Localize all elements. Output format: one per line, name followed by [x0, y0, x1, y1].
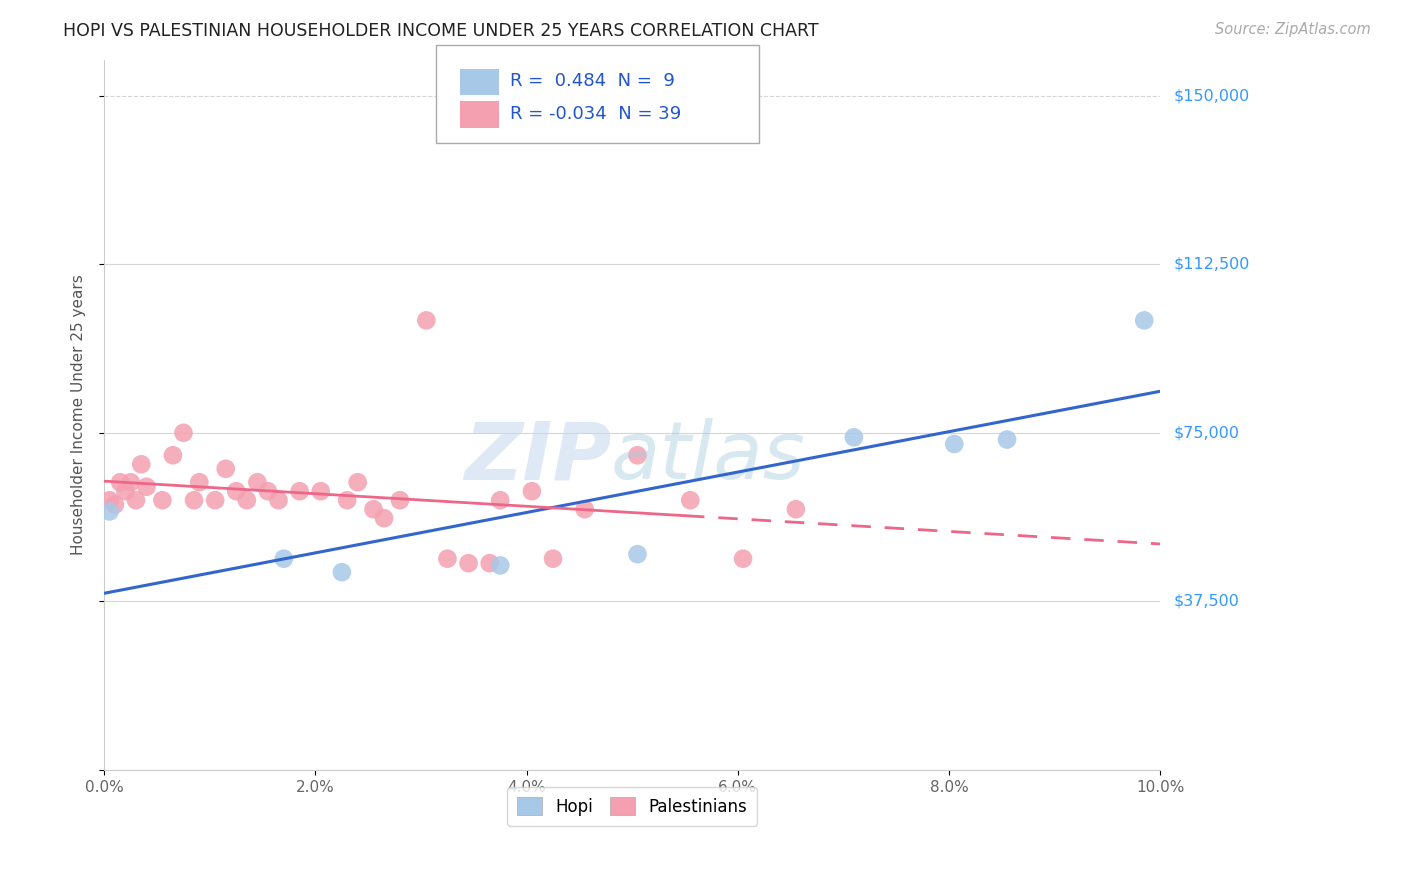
Point	[626, 547, 648, 561]
Point	[679, 493, 702, 508]
Point	[129, 457, 152, 471]
Legend: Hopi, Palestinians: Hopi, Palestinians	[508, 788, 758, 826]
Text: $112,500: $112,500	[1174, 257, 1250, 272]
Text: R = -0.034  N = 39: R = -0.034 N = 39	[510, 105, 682, 123]
Point	[415, 313, 437, 327]
Point	[1133, 313, 1156, 327]
Point	[188, 475, 211, 490]
Text: R =  0.484  N =  9: R = 0.484 N = 9	[510, 72, 675, 90]
Text: atlas: atlas	[612, 418, 806, 497]
Point	[943, 437, 966, 451]
Text: Source: ZipAtlas.com: Source: ZipAtlas.com	[1215, 22, 1371, 37]
Text: HOPI VS PALESTINIAN HOUSEHOLDER INCOME UNDER 25 YEARS CORRELATION CHART: HOPI VS PALESTINIAN HOUSEHOLDER INCOME U…	[63, 22, 818, 40]
Point	[257, 484, 280, 499]
Point	[541, 551, 564, 566]
Point	[204, 493, 226, 508]
Point	[626, 448, 648, 462]
Point	[225, 484, 247, 499]
Point	[436, 551, 458, 566]
Point	[114, 484, 136, 499]
Point	[336, 493, 359, 508]
Point	[215, 462, 238, 476]
Text: ZIP: ZIP	[464, 418, 612, 497]
Point	[162, 448, 184, 462]
Point	[489, 493, 512, 508]
Point	[125, 493, 148, 508]
Point	[733, 551, 755, 566]
Point	[309, 484, 332, 499]
Point	[108, 475, 131, 490]
Point	[98, 504, 121, 518]
Point	[995, 433, 1018, 447]
Point	[574, 502, 596, 516]
Point	[363, 502, 385, 516]
Point	[183, 493, 205, 508]
Point	[98, 493, 121, 508]
Y-axis label: Householder Income Under 25 years: Householder Income Under 25 years	[72, 275, 86, 555]
Point	[457, 556, 479, 570]
Point	[150, 493, 173, 508]
Point	[120, 475, 142, 490]
Point	[273, 551, 295, 566]
Text: $37,500: $37,500	[1174, 594, 1240, 609]
Point	[842, 430, 865, 444]
Point	[173, 425, 195, 440]
Point	[288, 484, 311, 499]
Point	[236, 493, 259, 508]
Text: $150,000: $150,000	[1174, 88, 1250, 103]
Point	[478, 556, 501, 570]
Point	[246, 475, 269, 490]
Point	[373, 511, 395, 525]
Point	[489, 558, 512, 573]
Point	[785, 502, 807, 516]
Point	[520, 484, 543, 499]
Point	[267, 493, 290, 508]
Point	[388, 493, 411, 508]
Text: $75,000: $75,000	[1174, 425, 1240, 441]
Point	[330, 565, 353, 579]
Point	[135, 480, 157, 494]
Point	[104, 498, 127, 512]
Point	[346, 475, 368, 490]
